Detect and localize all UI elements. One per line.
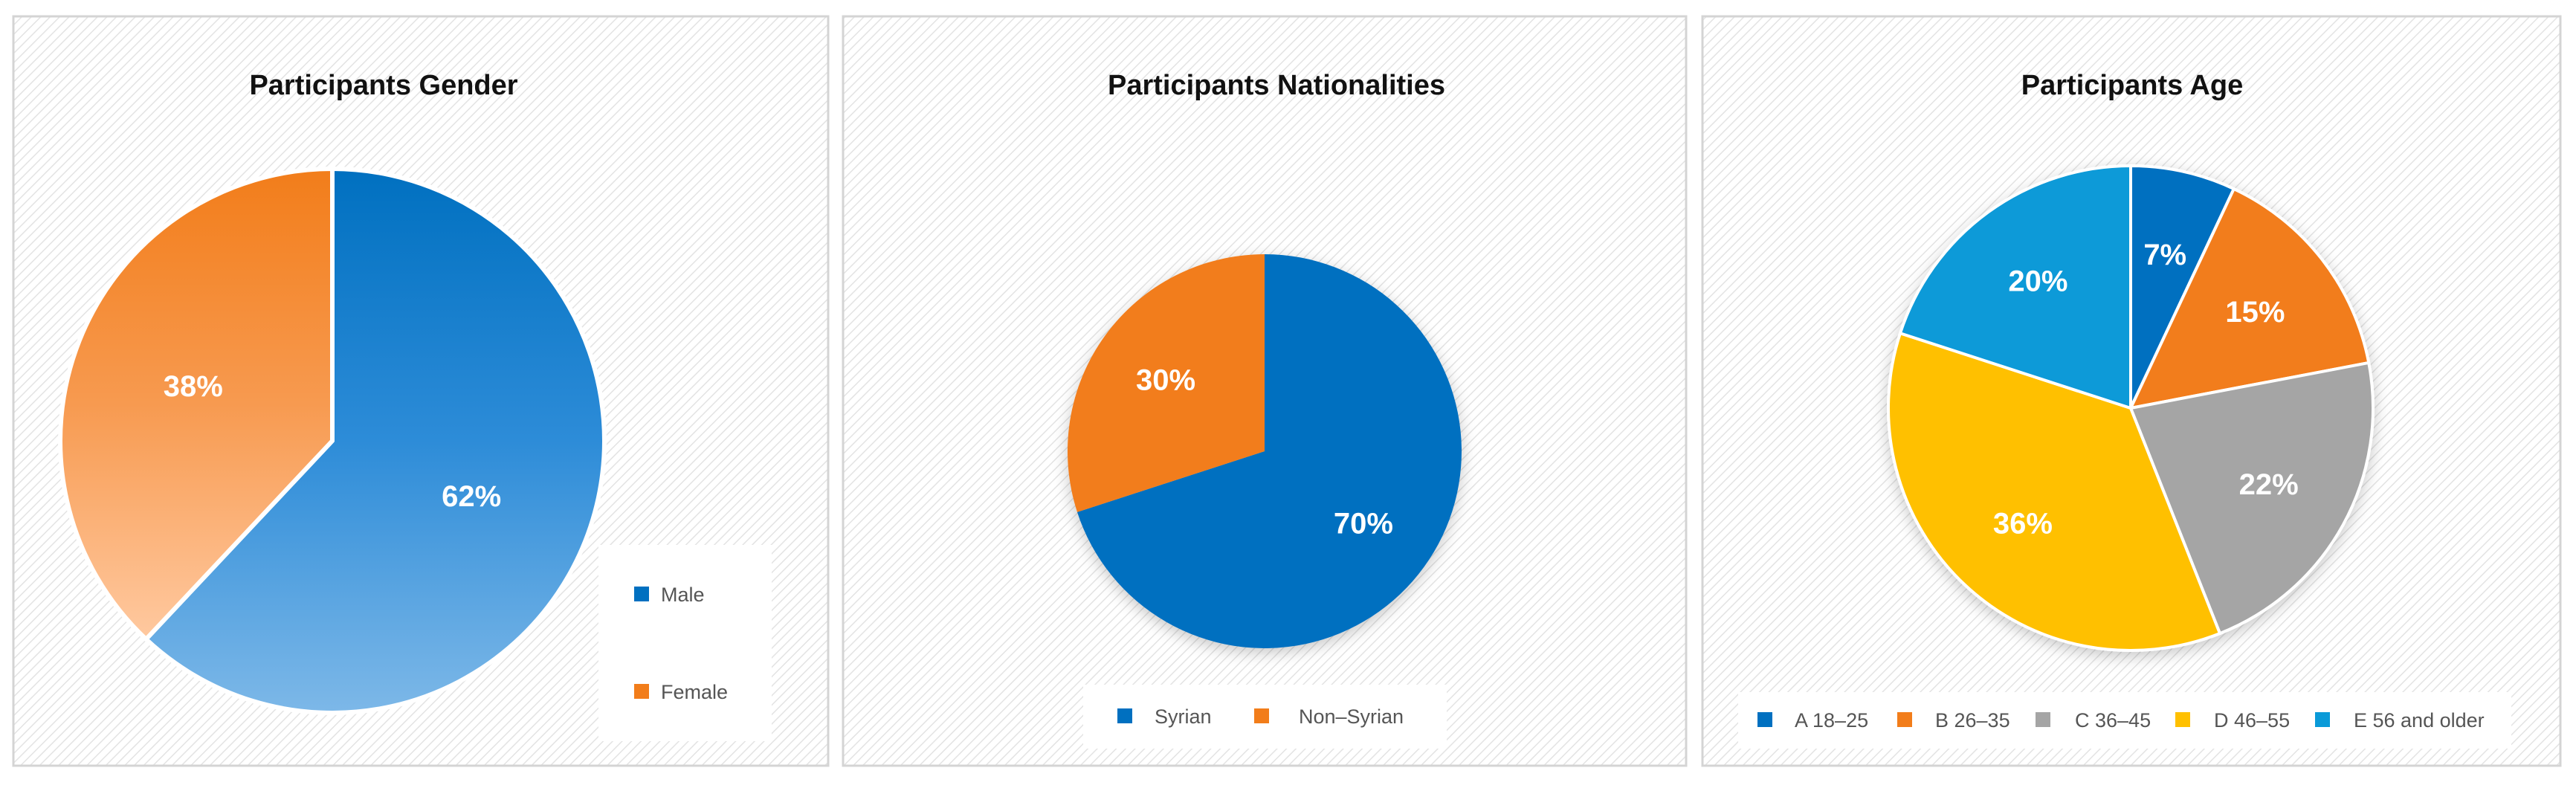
legend-item-b: B 26–35 [1897,709,2010,732]
gender-chart-title: Participants Gender [249,70,517,101]
nationalities-slices [1067,254,1462,648]
age-slice-e-56-and-older [1898,164,2132,410]
legend-swatch-syrian [1117,708,1132,723]
age-pie: 7% 15% 22% 36% 20% [1887,164,2375,652]
legend-item-a: A 18–25 [1757,709,1868,732]
legend-swatch-male [634,587,649,601]
age-slice-a-18-25 [2129,164,2236,410]
legend-swatch-d [2175,712,2190,727]
gender-slice-male [143,167,607,715]
legend-item-c: C 36–45 [2036,709,2151,732]
nationalities-slice-syrian [1076,254,1462,648]
legend-label-c: C 36–45 [2075,709,2151,732]
legend-label-female: Female [661,681,728,703]
legend-label-male: Male [661,584,705,606]
legend-item-d: D 46–55 [2175,709,2290,732]
gender-data-label-male: 62% [442,480,501,513]
nationalities-chart-panel: Participants Nationalities 70% 30% Syrian… [842,15,1688,767]
nationalities-data-label-non-syrian: 30% [1136,364,1195,396]
gender-legend-box [598,545,772,741]
legend-item-syrian: Syrian [1117,705,1212,728]
legend-label-e: E 56 and older [2354,709,2485,732]
legend-swatch-a [1757,712,1772,727]
legend-swatch-c [2036,712,2050,727]
age-data-label-e-56-and-older: 20% [2008,265,2067,298]
gender-slice-female [58,167,335,642]
nationalities-chart-title: Participants Nationalities [1108,70,1445,101]
legend-item-male: Male [634,584,705,606]
age-data-label-d-46-55: 36% [1993,507,2053,540]
legend-label-syrian: Syrian [1155,705,1212,728]
age-slice-c-36-45 [2129,361,2375,636]
age-slice-d-46-55 [1887,332,2222,652]
nationalities-data-label-syrian: 70% [1334,508,1393,540]
gender-chart-panel: Participants Gender 62% 38% Male Female [12,15,830,767]
legend-label-a: A 18–25 [1795,709,1868,732]
nationalities-slice-non-syrian [1067,254,1265,512]
legend-label-b: B 26–35 [1935,709,2010,732]
age-slice-b-26-35 [2129,187,2371,410]
legend-item-female: Female [634,681,728,703]
nationalities-pie: 70% 30% [1067,254,1462,648]
age-data-label-a-18-25: 7% [2143,239,2186,271]
legend-swatch-female [634,684,649,699]
gender-data-label-female: 38% [164,370,223,403]
legend-item-e: E 56 and older [2315,709,2485,732]
age-chart-title: Participants Age [2021,70,2243,101]
legend-swatch-non-syrian [1254,708,1269,723]
legend-swatch-b [1897,712,1912,727]
age-legend-box [1738,692,2511,749]
age-data-label-c-36-45: 22% [2239,468,2299,501]
legend-item-non-syrian: Non–Syrian [1254,705,1404,728]
legend-label-non-syrian: Non–Syrian [1299,705,1404,728]
gender-pie: 62% 38% [58,167,607,715]
age-slices [1887,164,2375,652]
legend-swatch-e [2315,712,2330,727]
gender-slices [58,167,607,715]
age-data-label-b-26-35: 15% [2225,296,2285,329]
age-chart-panel: Participants Age 7%15%22%36%20% A 18–25 … [1701,15,2562,767]
legend-label-d: D 46–55 [2214,709,2290,732]
